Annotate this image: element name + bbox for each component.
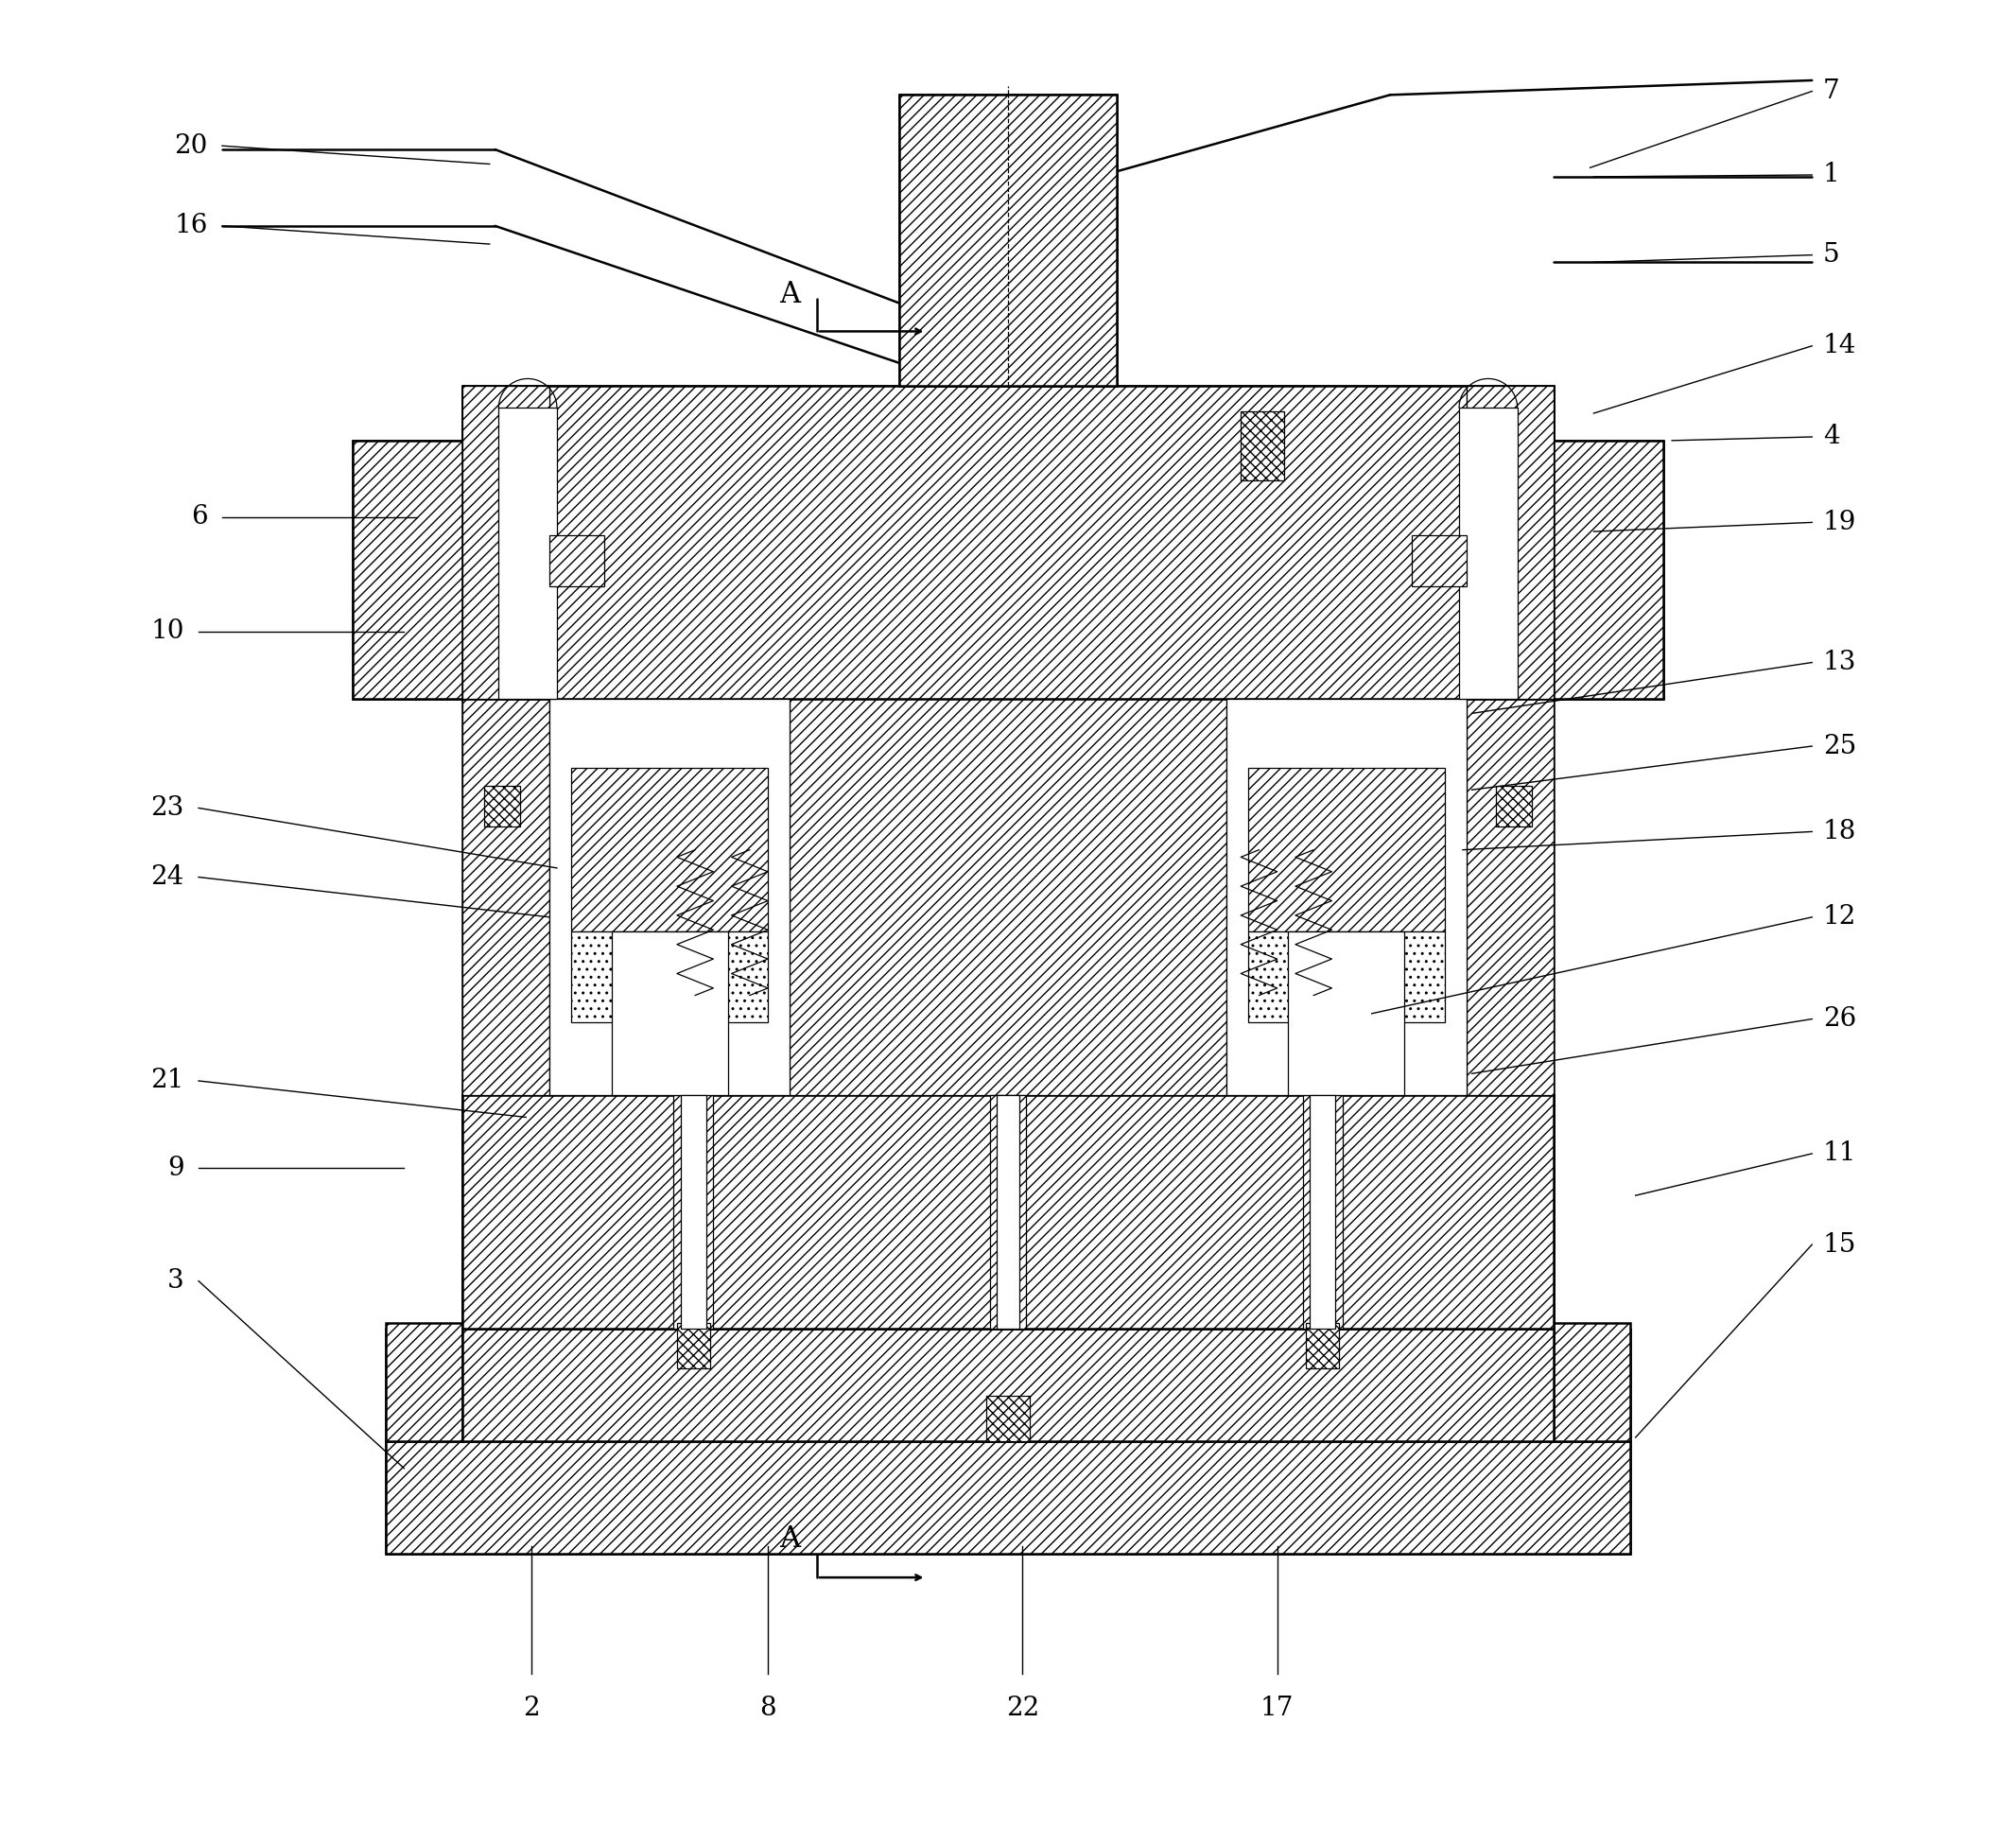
Bar [1248,932,1445,1023]
Text: 24: 24 [151,864,183,890]
Bar [1288,932,1405,1096]
Bar [1460,407,1518,700]
Text: 19: 19 [1822,510,1857,535]
Text: 6: 6 [192,504,208,530]
Bar [353,440,462,700]
Text: 10: 10 [151,619,183,645]
Text: 11: 11 [1822,1140,1857,1166]
Text: 1: 1 [1822,163,1841,188]
Bar [462,385,550,700]
Text: 26: 26 [1822,1007,1857,1032]
Text: 20: 20 [173,133,208,159]
Bar [611,932,728,1096]
Text: 22: 22 [1006,1695,1038,1721]
Bar [986,1396,1030,1442]
Bar [1306,1323,1339,1368]
Bar [1554,440,1663,700]
Bar [1466,385,1554,700]
Text: 8: 8 [760,1695,776,1721]
Bar [681,1096,706,1328]
Bar [998,1096,1018,1328]
Text: A: A [780,1524,800,1553]
Bar [1466,700,1554,1096]
Text: 16: 16 [173,214,208,239]
Bar [571,767,768,932]
Bar [1310,1096,1335,1328]
Bar [385,1323,462,1442]
Text: 25: 25 [1822,733,1857,758]
Bar [550,535,605,586]
Bar [462,385,550,700]
Text: 12: 12 [1822,904,1857,930]
Bar [484,786,520,826]
Text: 5: 5 [1822,243,1839,269]
Text: 14: 14 [1822,333,1857,358]
Bar [1466,385,1554,700]
Bar [1226,700,1466,1096]
Text: 9: 9 [167,1155,183,1180]
Text: 3: 3 [167,1268,183,1294]
Text: 7: 7 [1822,79,1841,104]
Text: 21: 21 [151,1069,183,1094]
Text: 13: 13 [1822,650,1857,676]
Text: 15: 15 [1822,1231,1857,1257]
Text: A: A [780,280,800,309]
Bar [550,700,790,1096]
Bar [462,700,550,1096]
Bar [1554,1323,1631,1442]
Bar [462,1096,1554,1328]
Bar [673,1096,714,1328]
Bar [790,700,1226,1096]
Bar [1240,411,1284,481]
Bar [462,1328,1554,1442]
Text: 18: 18 [1822,818,1857,844]
Bar [1248,767,1445,932]
Bar [462,385,1554,700]
Bar [385,1442,1631,1553]
Bar [1411,535,1466,586]
Bar [990,1096,1026,1328]
Bar [1496,786,1532,826]
Bar [571,932,768,1023]
Bar [677,1323,710,1368]
Text: 2: 2 [522,1695,540,1721]
Bar [498,407,556,700]
Text: 23: 23 [151,795,183,820]
Bar [899,95,1117,385]
Text: 4: 4 [1822,424,1839,449]
Bar [1302,1096,1343,1328]
Text: 17: 17 [1260,1695,1294,1721]
